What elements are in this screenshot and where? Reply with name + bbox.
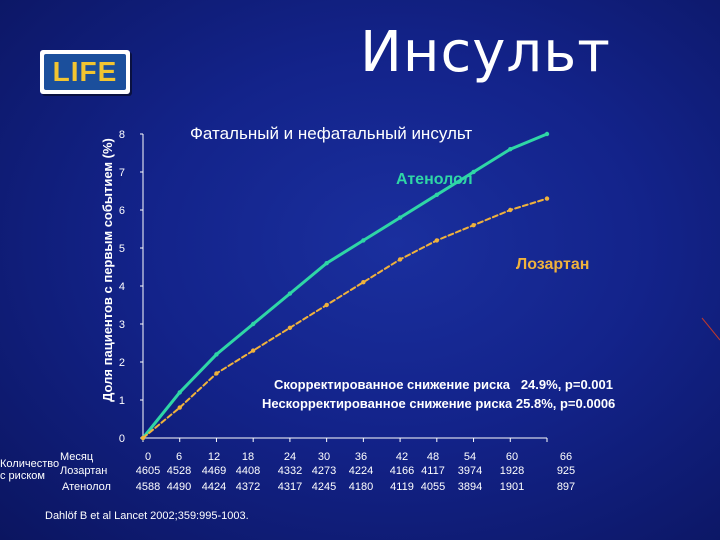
series-label-atenolol: Атенолол — [396, 171, 473, 188]
y-tick-label: 1 — [119, 395, 125, 407]
risk-month-cell: 24 — [283, 451, 297, 463]
risk-month-cell: 48 — [426, 451, 440, 463]
data-point-atenolol — [471, 169, 476, 175]
risk-count-cell: 4528 — [166, 465, 192, 477]
risk-month-cell: 36 — [354, 451, 368, 463]
data-point-losartan — [324, 302, 329, 308]
data-point-atenolol — [508, 147, 513, 152]
data-point-atenolol — [287, 291, 293, 296]
risk-count-cell: 1901 — [499, 481, 525, 493]
y-tick-label: 6 — [119, 205, 125, 217]
risk-count-cell: 4372 — [235, 481, 261, 493]
risk-month-cell: 60 — [505, 451, 519, 463]
data-point-losartan — [140, 435, 146, 441]
risk-month-cell: 42 — [395, 451, 409, 463]
data-point-atenolol — [434, 192, 440, 197]
data-point-atenolol — [250, 321, 256, 327]
data-point-atenolol — [324, 261, 329, 266]
y-tick-label: 8 — [119, 129, 125, 141]
risk-count-cell: 4119 — [390, 481, 414, 493]
risk-count-cell: 4317 — [277, 481, 303, 493]
risk-count-cell: 4490 — [166, 481, 192, 493]
data-point-atenolol — [544, 131, 550, 137]
risk-count-cell: 4408 — [235, 465, 261, 477]
data-point-losartan — [214, 371, 219, 376]
data-point-atenolol — [177, 390, 182, 395]
adjusted-risk-note: Скорректированное снижение риска 24.9%, … — [274, 377, 613, 392]
series-line-losartan — [142, 197, 548, 439]
risk-count-cell: 4166 — [389, 465, 415, 477]
risk-count-cell: 3974 — [457, 465, 483, 477]
y-tick-label: 4 — [119, 281, 125, 293]
risk-row-losartan-label: Лозартан — [60, 465, 108, 477]
risk-count-cell: 4605 — [135, 465, 161, 477]
risk-month-cell: 30 — [317, 451, 331, 463]
y-tick-label: 7 — [119, 167, 125, 179]
risk-count-cell: 4180 — [348, 481, 374, 493]
life-logo-panel: LIFE — [44, 54, 126, 90]
life-logo-text: LIFE — [52, 56, 118, 87]
y-tick-label: 2 — [119, 357, 125, 369]
data-point-losartan — [508, 207, 513, 213]
risk-count-cell: 1928 — [499, 465, 525, 477]
risk-count-cell: 4055 — [420, 481, 446, 493]
risk-table-title-1: Количество — [0, 458, 60, 470]
risk-month-cell: 6 — [175, 451, 183, 463]
risk-count-cell: 925 — [556, 465, 576, 477]
risk-month-cell: 0 — [144, 451, 152, 463]
citation: Dahlöf B et al Lancet 2002;359:995-1003. — [45, 510, 249, 522]
chart-title: Фатальный и нефатальный инсульт — [190, 124, 473, 143]
risk-count-cell: 4245 — [311, 481, 337, 493]
risk-count-cell: 4117 — [421, 465, 445, 477]
data-point-losartan — [544, 196, 550, 201]
risk-row-atenolol-label: Атенолол — [62, 481, 111, 493]
data-point-losartan — [287, 325, 293, 330]
data-point-losartan — [434, 238, 440, 243]
risk-month-cell: 54 — [463, 451, 477, 463]
risk-month-cell: 12 — [207, 451, 221, 463]
data-point-atenolol — [361, 238, 366, 243]
decorative-line — [701, 317, 720, 341]
unadjusted-risk-note: Нескорректированное снижение риска 25.8%… — [262, 396, 616, 411]
risk-count-cell: 3894 — [457, 481, 483, 493]
data-point-losartan — [177, 405, 182, 410]
series-label-losartan: Лозартан — [516, 256, 589, 273]
risk-month-cell: 18 — [241, 451, 255, 463]
risk-count-cell: 897 — [556, 481, 576, 493]
data-point-losartan — [397, 257, 403, 262]
life-logo: LIFE — [40, 50, 130, 94]
risk-table-header: Месяц — [60, 451, 94, 463]
risk-count-cell: 4424 — [201, 481, 227, 493]
y-tick-label: 5 — [119, 243, 125, 255]
risk-count-cell: 4332 — [277, 465, 303, 477]
risk-count-cell: 4469 — [201, 465, 227, 477]
data-point-losartan — [361, 280, 366, 285]
series-line-atenolol — [141, 132, 549, 440]
risk-count-cell: 4224 — [348, 465, 374, 477]
data-point-atenolol — [397, 215, 403, 220]
data-point-losartan — [471, 223, 476, 228]
risk-count-cell: 4588 — [135, 481, 161, 493]
risk-month-cell: 66 — [559, 451, 573, 463]
y-tick-label: 3 — [119, 319, 125, 331]
data-point-losartan — [250, 348, 256, 353]
slide-title: Инсульт — [360, 20, 611, 85]
risk-table-title-2: с риском — [0, 470, 45, 482]
data-point-atenolol — [214, 352, 219, 357]
risk-count-cell: 4273 — [311, 465, 337, 477]
y-tick-label: 0 — [119, 433, 125, 445]
